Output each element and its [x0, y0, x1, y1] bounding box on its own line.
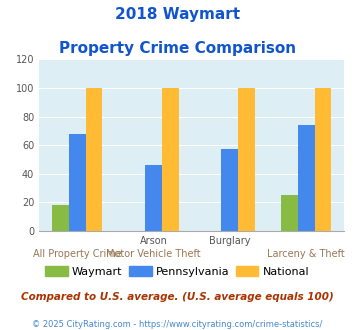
Text: © 2025 CityRating.com - https://www.cityrating.com/crime-statistics/: © 2025 CityRating.com - https://www.city…: [32, 320, 323, 329]
Text: All Property Crime: All Property Crime: [33, 249, 121, 259]
Bar: [315, 88, 331, 231]
Bar: [281, 195, 298, 231]
Text: 2018 Waymart: 2018 Waymart: [115, 7, 240, 21]
Bar: [162, 88, 179, 231]
Text: Compared to U.S. average. (U.S. average equals 100): Compared to U.S. average. (U.S. average …: [21, 292, 334, 302]
Bar: [238, 88, 255, 231]
Text: Larceny & Theft: Larceny & Theft: [267, 249, 345, 259]
Bar: [86, 88, 102, 231]
Text: Property Crime Comparison: Property Crime Comparison: [59, 41, 296, 56]
Text: Burglary: Burglary: [209, 236, 251, 246]
Text: Motor Vehicle Theft: Motor Vehicle Theft: [106, 249, 201, 259]
Text: Arson: Arson: [140, 236, 168, 246]
Bar: [69, 134, 86, 231]
Bar: [222, 149, 238, 231]
Bar: [298, 125, 315, 231]
Legend: Waymart, Pennsylvania, National: Waymart, Pennsylvania, National: [41, 261, 314, 281]
Bar: [52, 205, 69, 231]
Bar: [145, 165, 162, 231]
